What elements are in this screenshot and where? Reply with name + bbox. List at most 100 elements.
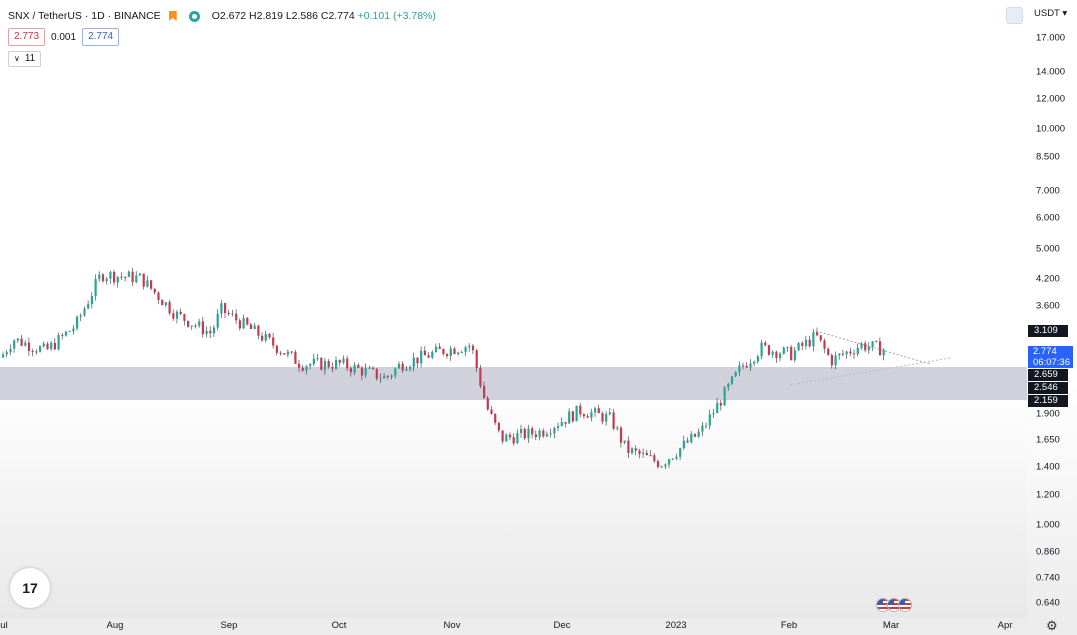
candle-body [179,311,182,315]
candle-body [790,347,793,361]
price-tick: 14.000 [1036,66,1066,78]
tradingview-logo-icon[interactable]: 17 [10,568,50,608]
us-flag-icon[interactable] [876,598,912,612]
candle-body [235,313,238,321]
candle-body [534,434,537,438]
candle-body [582,414,586,417]
current-price-label: 2.774 06:07:36 [1028,346,1073,368]
candle-body [779,353,782,359]
indicators-toggle[interactable]: ∨ 11 [8,51,42,67]
gear-icon[interactable]: ⚙ [1046,618,1058,633]
candle-body [671,458,674,460]
candle-body [335,360,338,369]
candle-body [742,365,745,367]
candle-body [323,360,327,370]
candle-body [434,346,438,353]
candle-body [830,354,833,366]
candle-body [13,340,16,349]
candle-body [101,274,105,282]
candle-body [164,302,167,306]
candle-body [497,422,500,431]
candle-body [542,430,545,437]
candle-body [475,350,478,369]
trendline-lower[interactable] [789,357,951,386]
candle-body [53,342,56,350]
time-label: 2023 [665,620,687,631]
buy-button[interactable]: 2.774 [82,28,120,46]
candle-body [172,313,175,319]
candle-body [545,434,549,437]
candle-body [730,376,734,385]
candle-body [705,425,708,427]
price-label-2159: 2.159 [1028,395,1068,407]
candle-body [686,440,689,443]
support-zone[interactable] [0,367,1027,400]
candle-body [5,352,8,355]
candle-body [564,421,567,424]
candle-body [360,367,364,376]
candle-body [205,330,208,335]
candle-body [135,275,138,283]
candle-body [823,340,826,349]
candle-body [771,351,774,355]
price-tick: 1.200 [1036,489,1060,501]
price-label-2659: 2.659 [1028,369,1068,381]
candle-body [638,450,641,454]
candle-body [453,348,456,354]
price-change: +0.101 (+3.78%) [357,10,436,22]
candle-body [31,351,34,353]
candle-body [268,333,271,338]
candle-body [331,367,334,369]
price-label-3109: 3.109 [1028,325,1068,337]
time-axis[interactable] [0,618,1077,635]
candle-body [608,412,611,415]
eye-icon[interactable] [188,10,200,22]
price-tick: 7.000 [1036,185,1060,197]
candle-body [520,428,523,434]
candle-body [538,430,541,438]
candle-body [124,276,127,278]
candle-body [816,332,819,336]
price-tick: 5.000 [1036,243,1060,255]
candle-body [305,366,308,371]
candle-body [246,317,249,325]
price-axis[interactable] [1027,0,1077,618]
candle-body [238,320,241,329]
candle-body [257,325,260,336]
price-tick: 3.600 [1036,300,1060,312]
candle-body [194,325,197,327]
price-tick: 10.000 [1036,123,1066,135]
candle-body [775,351,778,359]
candle-body [20,338,23,346]
candle-body [127,271,130,278]
candle-body [645,452,648,456]
flag-icon[interactable] [168,11,177,21]
candlestick-chart[interactable] [0,0,1027,618]
candle-body [231,313,234,315]
chart-pane[interactable] [0,0,1027,618]
candle-body [860,343,863,348]
trendline-upper[interactable] [815,330,931,365]
time-label: Apr [997,620,1013,631]
currency-select[interactable]: USDT ▾ [1034,8,1068,19]
candle-body [712,413,715,415]
auto-scale-icon[interactable] [1006,7,1023,24]
candle-body [412,357,415,367]
candle-body [523,428,526,439]
candle-body [386,375,389,377]
candle-body [449,348,452,356]
candle-body [668,459,671,465]
symbol-title[interactable]: SNX / TetherUS · 1D · BINANCE [8,10,161,22]
time-label: Feb [780,620,798,631]
time-label: Aug [106,620,124,631]
current-price: 2.774 [1033,346,1057,357]
candle-body [90,296,93,305]
candle-body [597,408,600,414]
candle-body [871,341,874,347]
candle-body [508,434,512,438]
candle-body [849,351,852,354]
candle-body [527,428,530,439]
candle-body [590,412,593,418]
candle-body [42,343,45,347]
sell-button[interactable]: 2.773 [8,28,46,46]
